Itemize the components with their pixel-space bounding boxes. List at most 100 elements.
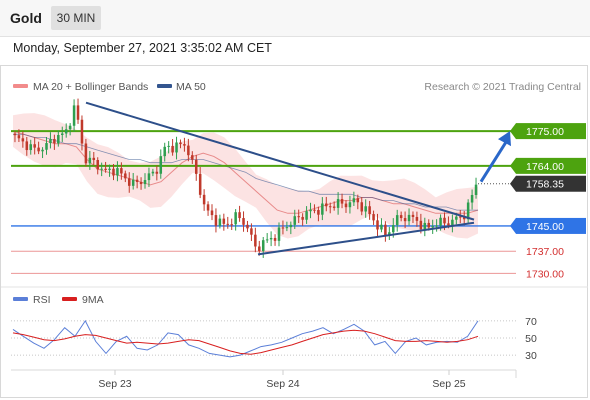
chart-header: Gold 30 MIN: [0, 0, 590, 37]
candle-body: [261, 240, 265, 252]
candle-body: [226, 223, 230, 225]
ma50-legend-label: MA 50: [176, 81, 206, 93]
candle-body: [305, 211, 308, 220]
pivot-tag: [516, 217, 586, 234]
rsi-legend-swatch: [13, 297, 28, 301]
candle-body: [392, 225, 395, 233]
candle-body: [411, 214, 415, 217]
candle-body: [198, 173, 202, 195]
candle-body: [234, 212, 237, 225]
candle-body: [45, 143, 48, 150]
rsi-ma-legend-swatch: [62, 297, 77, 301]
candle-body: [84, 143, 88, 164]
resistance-tag-1764.00: [516, 157, 586, 174]
resistance-tag-1775.00: [516, 123, 586, 140]
candle-body: [202, 194, 206, 205]
chart-frame: [0, 65, 588, 398]
candle-body: [57, 134, 60, 144]
last-price-tag: [516, 175, 586, 192]
candle-body: [104, 168, 107, 170]
candle-body: [183, 144, 186, 146]
trendline-layer: [85, 101, 511, 256]
candle-body: [325, 203, 328, 207]
candle-body: [328, 206, 332, 208]
candle-body: [336, 199, 340, 208]
candle-body: [41, 149, 44, 152]
candle-body: [214, 215, 218, 226]
x-axis-layer: Sep 23 Sep 24 Sep 25: [98, 370, 466, 390]
candle-body: [277, 227, 281, 241]
rsi-tick-70: 70: [525, 316, 537, 328]
candle-body: [317, 210, 320, 215]
candle-body: [25, 141, 29, 151]
candle-body: [238, 212, 241, 219]
resistance-label-1764.00: 1764.00: [526, 161, 564, 173]
forecast-arrow-shaft: [479, 141, 508, 183]
rsi-ma-legend-label: 9MA: [82, 294, 104, 306]
candle-body: [297, 216, 300, 218]
candle-body: [194, 159, 198, 174]
trendline-1: [85, 101, 475, 221]
candle-body: [210, 210, 214, 216]
candle-body: [352, 198, 356, 203]
candle-body: [474, 184, 478, 195]
candle-body: [246, 224, 249, 229]
candle-body: [33, 144, 36, 148]
candle-body: [29, 144, 32, 151]
resistance-tag-pointer: [510, 157, 516, 174]
candle-body: [313, 209, 316, 211]
candle-body: [49, 139, 52, 144]
candle-body: [171, 145, 174, 153]
interval-button[interactable]: 30 MIN: [51, 6, 101, 30]
candle-body: [68, 125, 72, 130]
candle-body: [399, 215, 403, 219]
candle-body: [380, 224, 383, 230]
candle-body: [21, 138, 25, 142]
candle-body: [309, 209, 312, 212]
candle-body: [301, 216, 304, 220]
candle-body: [258, 246, 261, 252]
price-level-layer: [11, 130, 516, 274]
rsi-legend-label: RSI: [33, 294, 51, 306]
candle-body: [230, 224, 233, 226]
candle-body: [163, 146, 166, 157]
candle-body: [120, 168, 123, 174]
candle-body: [175, 142, 178, 153]
candle-body: [348, 202, 352, 208]
candle-body: [388, 232, 391, 235]
rsi-tick-50: 50: [525, 333, 537, 345]
candle-body: [76, 105, 80, 120]
candle-body: [395, 215, 399, 226]
candle-body: [17, 135, 21, 139]
x-tick-label: Sep 24: [266, 378, 299, 390]
last-price-tag-pointer: [510, 175, 516, 192]
candle-body: [293, 216, 297, 225]
x-tick-label: Sep 25: [432, 378, 465, 390]
resistance-label-1775.00: 1775.00: [526, 126, 564, 138]
candle-body: [289, 224, 293, 228]
candle-body: [250, 228, 253, 235]
candle-body: [139, 181, 143, 185]
rsi-layer: 70 50 30: [11, 316, 537, 362]
candle-body: [37, 147, 40, 152]
candle-body: [466, 202, 470, 220]
candlestick-layer: [13, 98, 478, 258]
candle-body: [167, 145, 170, 147]
candle-body: [64, 129, 68, 134]
candle-body: [72, 105, 76, 126]
trendline-2: [257, 221, 475, 256]
candle-body: [372, 214, 375, 221]
candle-body: [332, 206, 336, 208]
candle-body: [116, 168, 119, 176]
candle-body: [191, 155, 194, 160]
candle-body: [459, 216, 462, 218]
candle-body: [364, 206, 367, 212]
rsi-tick-30: 30: [525, 350, 537, 362]
candle-body: [443, 217, 446, 224]
pivot-label: 1745.00: [526, 221, 564, 233]
last-price-label: 1758.35: [526, 179, 564, 191]
candle-body: [151, 171, 155, 174]
candle-body: [470, 194, 474, 203]
candle-body: [147, 173, 151, 181]
